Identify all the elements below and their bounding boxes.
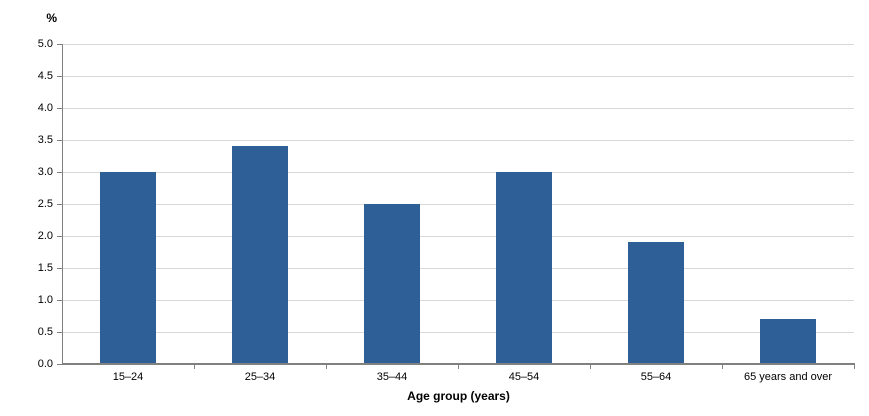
y-axis-tick-label: 3.0 <box>37 166 53 178</box>
y-axis-tick-label: 1.0 <box>37 294 53 306</box>
gridline <box>62 44 854 45</box>
y-axis-tick-label: 1.5 <box>37 262 53 274</box>
gridline <box>62 140 854 141</box>
bar <box>496 172 552 364</box>
bar <box>100 172 156 364</box>
bar <box>628 242 684 364</box>
y-axis-tick <box>57 332 62 333</box>
gridline <box>62 332 854 333</box>
y-axis-tick <box>57 204 62 205</box>
y-axis-tick-label: 0.0 <box>37 358 53 370</box>
y-axis-tick-label: 3.5 <box>37 134 53 146</box>
gridline <box>62 300 854 301</box>
x-axis-line <box>62 363 855 365</box>
x-axis-category-label: 35–44 <box>376 371 408 383</box>
gridline <box>62 268 854 269</box>
y-axis-tick <box>57 364 62 365</box>
y-axis-tick-label: 2.0 <box>37 230 53 242</box>
x-axis-tick <box>458 365 459 369</box>
y-axis-tick <box>57 236 62 237</box>
y-axis-tick <box>57 300 62 301</box>
y-axis-tick-label: 0.5 <box>37 326 53 338</box>
gridline <box>62 236 854 237</box>
y-axis-tick <box>57 172 62 173</box>
x-axis-tick <box>326 365 327 369</box>
x-axis-tick <box>590 365 591 369</box>
y-axis-tick <box>57 268 62 269</box>
plot-area <box>62 44 854 364</box>
gridline <box>62 108 854 109</box>
bar <box>232 146 288 364</box>
x-axis-category-label: 25–34 <box>244 371 276 383</box>
y-axis-tick <box>57 140 62 141</box>
bar <box>364 204 420 364</box>
gridline <box>62 76 854 77</box>
y-axis-tick <box>57 108 62 109</box>
y-axis-tick-label: 4.5 <box>37 70 53 82</box>
x-axis-tick <box>194 365 195 369</box>
x-axis-category-label: 65 years and over <box>743 371 833 383</box>
x-axis-tick <box>854 365 855 369</box>
y-axis-line <box>62 44 63 365</box>
x-axis-category-label: 55–64 <box>640 371 672 383</box>
y-axis-tick-label: 2.5 <box>37 198 53 210</box>
bar <box>760 319 816 364</box>
gridline <box>62 172 854 173</box>
y-axis-unit-label: % <box>46 11 57 25</box>
gridline <box>62 204 854 205</box>
y-axis-tick-label: 5.0 <box>37 38 53 50</box>
x-axis-title: Age group (years) <box>407 389 510 403</box>
y-axis-tick-label: 4.0 <box>37 102 53 114</box>
y-axis-tick <box>57 76 62 77</box>
x-axis-category-label: 15–24 <box>112 371 144 383</box>
x-axis-category-label: 45–54 <box>508 371 540 383</box>
x-axis-tick <box>722 365 723 369</box>
y-axis-tick <box>57 44 62 45</box>
